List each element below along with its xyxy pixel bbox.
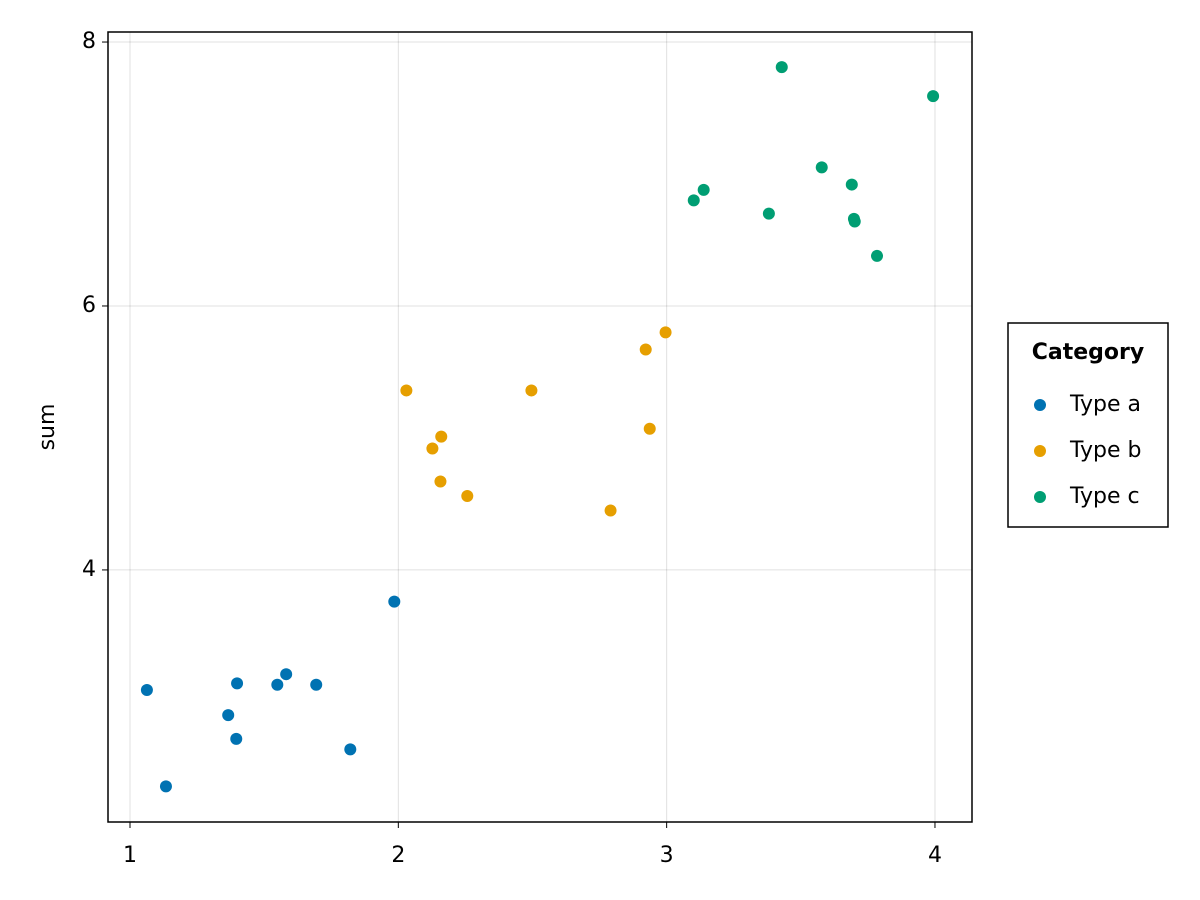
point xyxy=(927,90,940,103)
point xyxy=(222,709,235,722)
point xyxy=(344,743,357,756)
legend-label: Type a xyxy=(1069,392,1141,417)
x-tick-label: 1 xyxy=(123,843,137,868)
y-tick-label: 6 xyxy=(82,293,96,318)
legend-marker xyxy=(1034,399,1046,411)
point xyxy=(697,183,710,196)
point xyxy=(845,178,858,191)
point xyxy=(525,384,538,397)
point xyxy=(280,668,293,681)
x-tick-label: 4 xyxy=(928,843,942,868)
point xyxy=(400,384,413,397)
y-tick-label: 4 xyxy=(82,557,96,582)
y-axis-label: sum xyxy=(35,404,60,451)
point xyxy=(639,343,652,356)
point xyxy=(159,780,172,793)
point xyxy=(231,677,244,690)
legend-label: Type c xyxy=(1069,484,1140,509)
point xyxy=(775,61,788,74)
x-tick-label: 2 xyxy=(391,843,405,868)
point xyxy=(140,684,153,697)
legend-label: Type b xyxy=(1069,438,1142,463)
point xyxy=(461,490,474,503)
legend-marker xyxy=(1034,445,1046,457)
plot-frame xyxy=(107,31,973,823)
point xyxy=(604,504,617,517)
y-tick-label: 8 xyxy=(82,29,96,54)
point xyxy=(871,249,884,262)
point xyxy=(230,732,243,745)
point xyxy=(271,678,284,691)
legend-box xyxy=(1007,322,1169,528)
point xyxy=(434,475,447,488)
x-tick-label: 3 xyxy=(660,843,674,868)
legend-title: Category xyxy=(1032,340,1144,365)
point xyxy=(310,678,323,691)
point xyxy=(643,422,656,435)
point xyxy=(426,442,439,455)
point xyxy=(815,161,828,174)
legend-marker xyxy=(1034,491,1046,503)
point xyxy=(659,326,672,339)
point xyxy=(388,595,401,608)
point xyxy=(687,194,700,207)
point xyxy=(435,430,448,443)
point xyxy=(762,207,775,220)
point xyxy=(848,215,861,228)
